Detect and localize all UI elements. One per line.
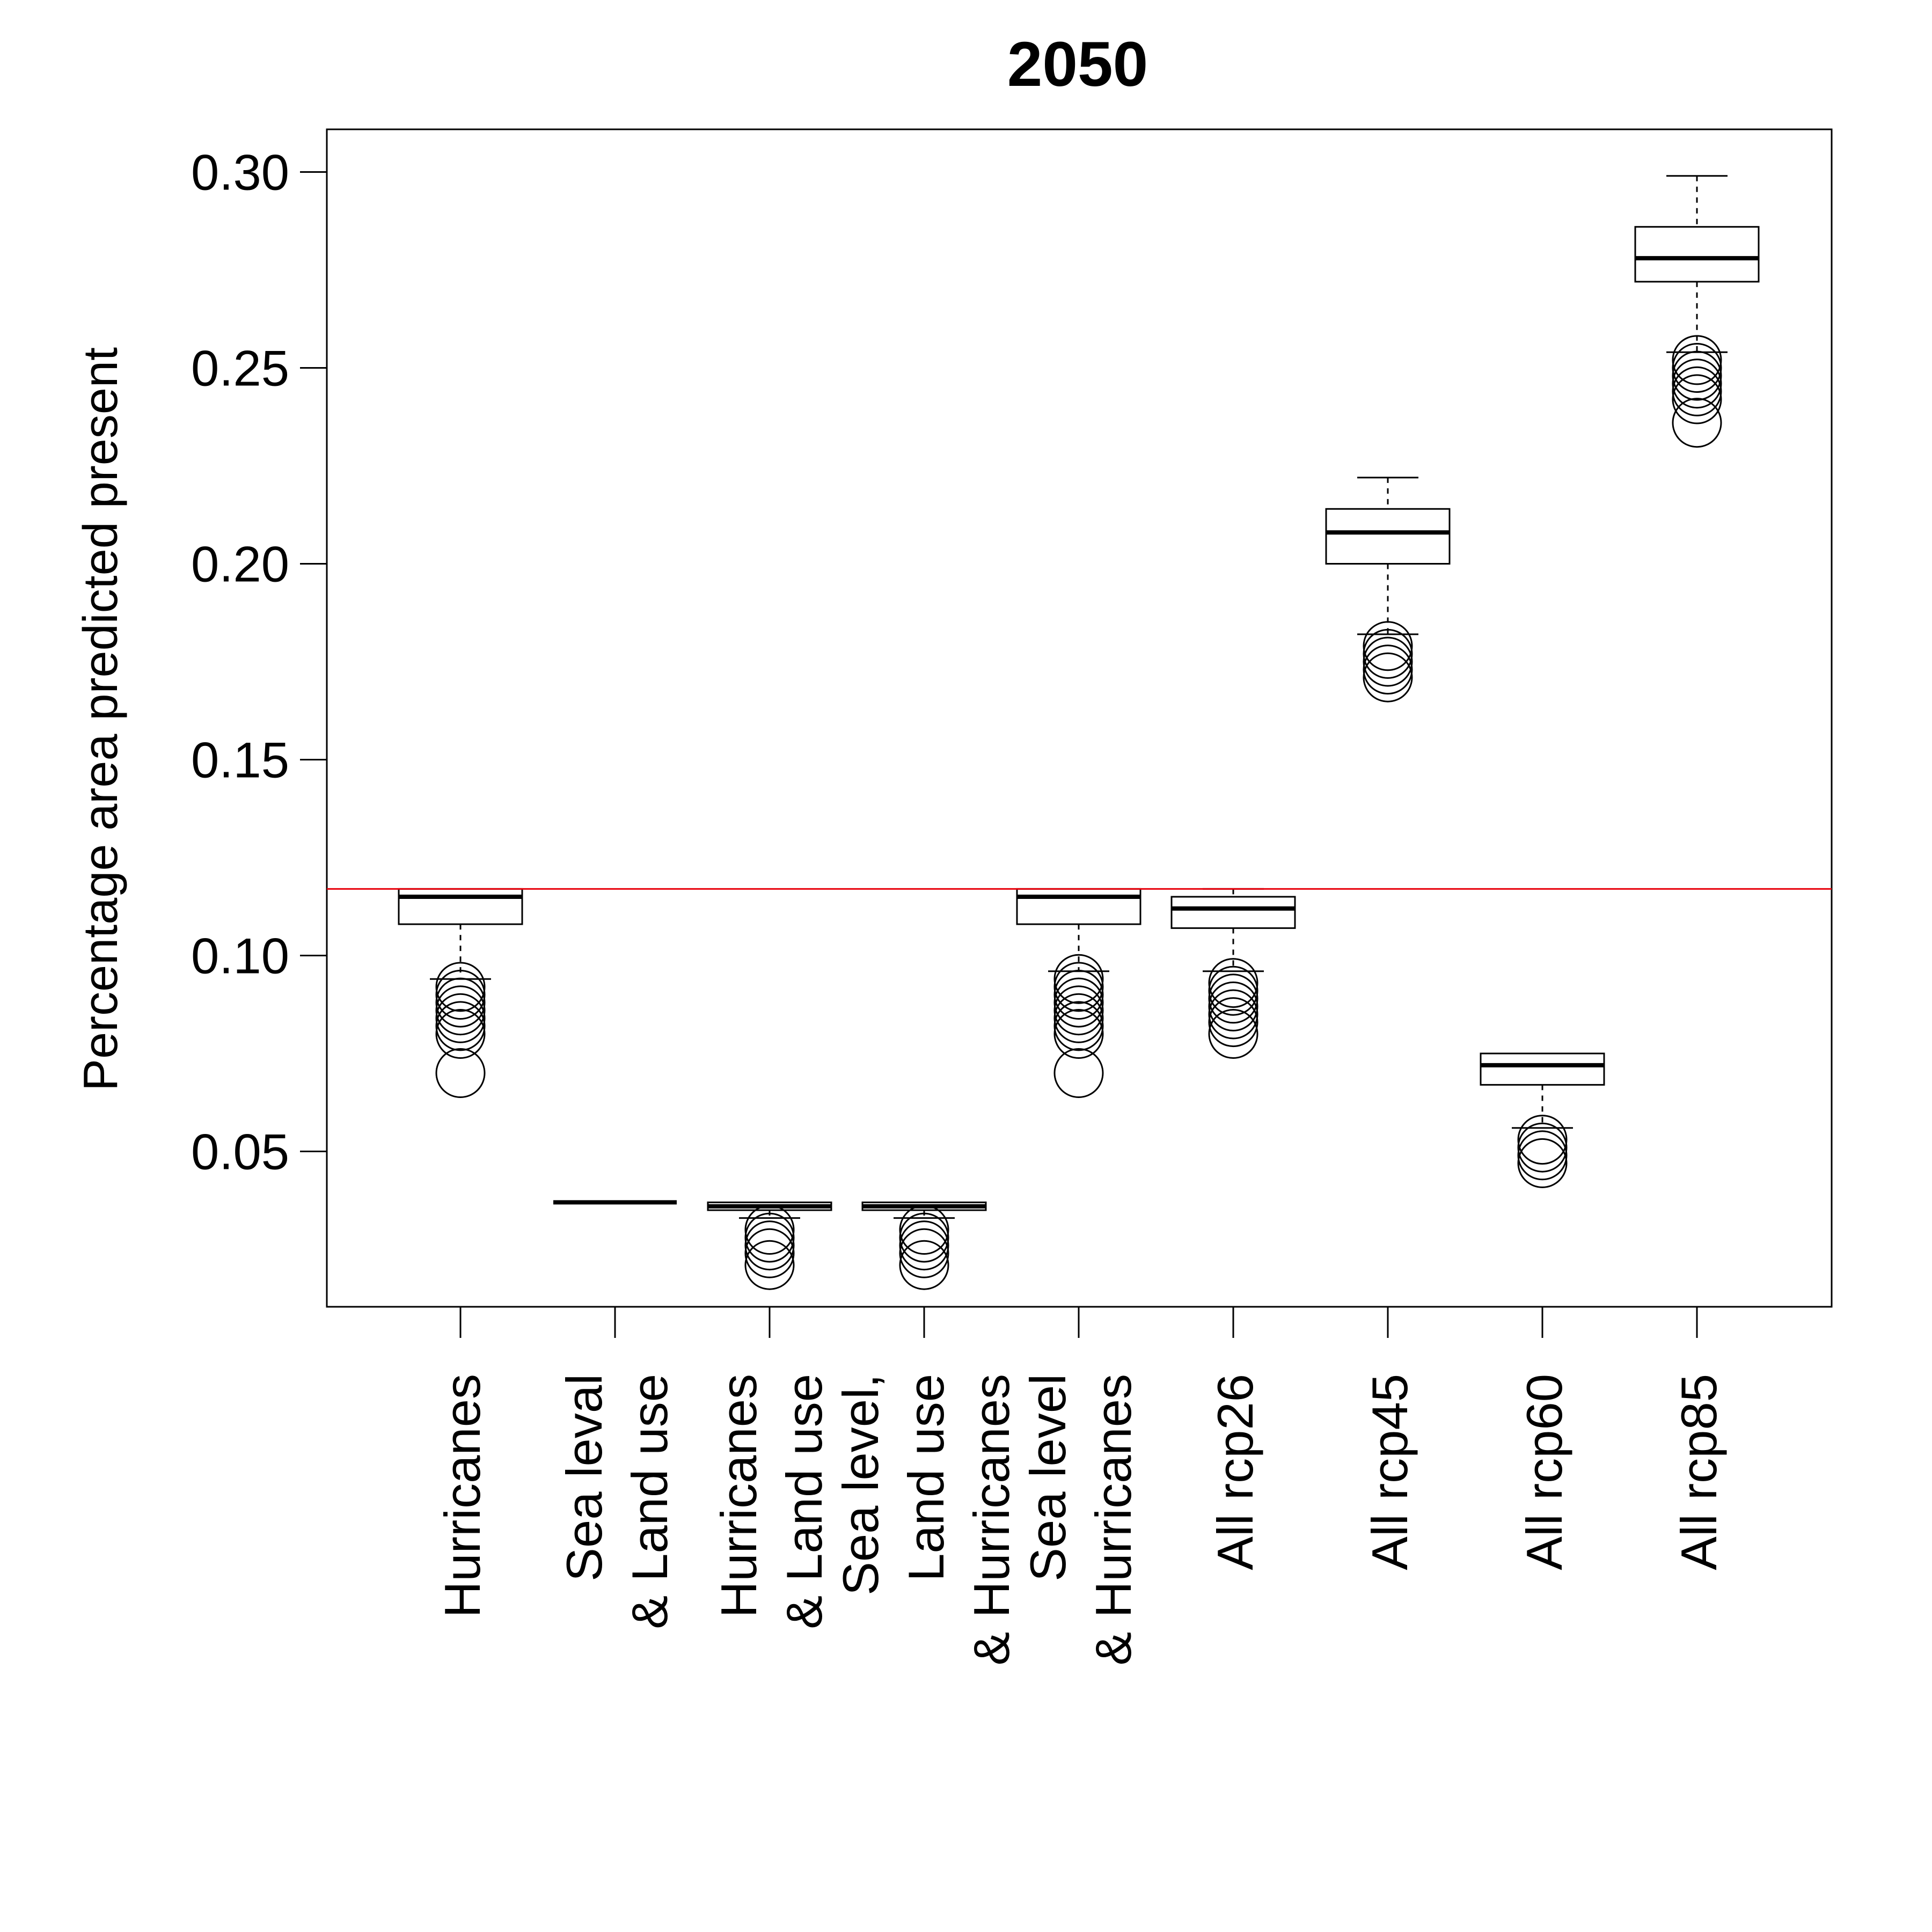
- box-iqr: [1480, 1052, 1605, 1086]
- box-group: [1170, 888, 1296, 1059]
- outlier-point: [899, 1240, 949, 1290]
- outlier-point: [1053, 977, 1104, 1028]
- x-category-label: & Hurricanes: [1085, 1374, 1141, 1665]
- y-tick-label: 0.15: [191, 732, 289, 788]
- x-category-label: All rcp45: [1362, 1374, 1418, 1570]
- outlier-point: [1517, 1122, 1568, 1173]
- outlier-point: [899, 1220, 949, 1271]
- outlier-point: [435, 977, 486, 1028]
- x-category-label: Sea level,: [832, 1374, 889, 1596]
- x-category-label: Hurricanes: [711, 1374, 767, 1618]
- y-tick-label: 0.25: [191, 340, 289, 397]
- box-group: [707, 1201, 832, 1290]
- box-iqr: [398, 888, 523, 925]
- outlier-point: [1053, 985, 1104, 1036]
- outlier-point: [1208, 997, 1258, 1048]
- outlier-point: [435, 962, 486, 1012]
- outlier-point: [1672, 343, 1722, 393]
- y-tick-label: 0.05: [191, 1124, 289, 1180]
- outlier-point: [1208, 1009, 1258, 1059]
- y-tick-label: 0.30: [191, 144, 289, 201]
- outlier-point: [1363, 636, 1413, 687]
- outlier-point: [744, 1220, 795, 1271]
- outlier-point: [1053, 962, 1104, 1012]
- y-tick-label: 0.10: [191, 928, 289, 984]
- outlier-point: [744, 1205, 795, 1255]
- outlier-point: [1672, 366, 1722, 416]
- outlier-point: [1053, 1048, 1104, 1098]
- outlier-point: [1208, 958, 1258, 1008]
- x-category-label: & Hurricanes: [963, 1374, 1020, 1665]
- outlier-point: [899, 1228, 949, 1278]
- outlier-point: [1672, 398, 1722, 448]
- box-iqr: [1170, 896, 1296, 929]
- outlier-point: [1053, 970, 1104, 1020]
- box-group: [398, 888, 523, 1098]
- box-group: [861, 1201, 987, 1290]
- box-group: [1634, 175, 1760, 448]
- x-category-label: All rcp85: [1671, 1374, 1727, 1570]
- outlier-point: [435, 970, 486, 1020]
- outlier-point: [744, 1240, 795, 1290]
- outlier-point: [1053, 993, 1104, 1043]
- outlier-point: [1363, 645, 1413, 695]
- box-iqr: [1325, 508, 1451, 565]
- x-category-label: All rcp26: [1207, 1374, 1263, 1570]
- outlier-point: [435, 993, 486, 1043]
- outlier-point: [1053, 954, 1104, 1004]
- chart-title: 2050: [1007, 29, 1148, 100]
- outlier-point: [1363, 621, 1413, 671]
- outlier-point: [1363, 628, 1413, 679]
- outlier-point: [1208, 974, 1258, 1024]
- outlier-point: [1053, 1009, 1104, 1059]
- outlier-point: [899, 1212, 949, 1263]
- outlier-point: [1208, 989, 1258, 1040]
- x-category-label: & Land use: [776, 1374, 832, 1629]
- x-category-label: Land use: [898, 1374, 954, 1582]
- y-axis: 0.30 0.25 0.20 0.15 0.10 0.05: [191, 144, 327, 1180]
- outlier-point: [1363, 652, 1413, 702]
- box-iqr: [1634, 226, 1760, 283]
- outlier-point: [1672, 350, 1722, 401]
- x-category-label: Hurricanes: [434, 1374, 491, 1618]
- outlier-point: [1053, 1001, 1104, 1051]
- x-category-label: & Land use: [621, 1374, 678, 1629]
- outlier-point: [1208, 981, 1258, 1031]
- outlier-point: [744, 1212, 795, 1263]
- x-category-label: Sea level: [1020, 1374, 1076, 1582]
- outlier-point: [435, 985, 486, 1036]
- x-category-label: Sea leval: [556, 1374, 612, 1582]
- box-iqr: [1016, 888, 1141, 925]
- outlier-point: [1672, 374, 1722, 425]
- box-group: [1325, 477, 1451, 702]
- box-group: [1016, 888, 1141, 1098]
- x-axis: Hurricanes Sea leval & Land use Hurricanes &…: [434, 1307, 1727, 1665]
- plot-frame: [326, 128, 1833, 1308]
- box-group: [1480, 1052, 1605, 1188]
- outlier-point: [1517, 1138, 1568, 1188]
- outlier-point: [435, 1001, 486, 1051]
- outlier-point: [1208, 965, 1258, 1016]
- outlier-point: [1517, 1130, 1568, 1181]
- outlier-point: [1672, 335, 1722, 385]
- outlier-point: [435, 1048, 486, 1098]
- box-series: [398, 175, 1760, 1290]
- outlier-point: [744, 1228, 795, 1278]
- y-tick-label: 0.20: [191, 536, 289, 592]
- outlier-point: [1517, 1115, 1568, 1165]
- outlier-point: [435, 1009, 486, 1059]
- outlier-point: [899, 1205, 949, 1255]
- outlier-point: [1672, 358, 1722, 409]
- y-axis-label: Percentage area predicted present: [74, 347, 128, 1091]
- x-category-label: All rcp60: [1516, 1374, 1572, 1570]
